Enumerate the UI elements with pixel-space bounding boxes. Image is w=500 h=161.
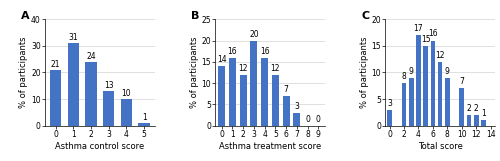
Text: 12: 12 [436, 51, 445, 60]
Text: 3: 3 [294, 102, 300, 111]
Bar [282, 96, 290, 126]
Text: 16: 16 [428, 29, 438, 38]
Bar [250, 41, 258, 126]
Text: 9: 9 [445, 67, 450, 76]
Text: 2: 2 [474, 104, 478, 113]
Bar [466, 115, 471, 126]
Bar [409, 78, 414, 126]
Text: 12: 12 [238, 64, 248, 73]
Bar [416, 35, 421, 126]
Text: 20: 20 [249, 30, 258, 39]
Y-axis label: % of participants: % of participants [190, 37, 198, 108]
Bar [474, 115, 478, 126]
Bar [294, 113, 300, 126]
Bar [424, 46, 428, 126]
Bar [460, 88, 464, 126]
Text: 12: 12 [270, 64, 280, 73]
Text: 7: 7 [284, 85, 288, 94]
Bar [138, 123, 150, 126]
Text: 16: 16 [260, 47, 270, 56]
Text: 9: 9 [409, 67, 414, 76]
Y-axis label: % of participants: % of participants [20, 37, 28, 108]
Text: 24: 24 [86, 52, 96, 61]
X-axis label: Total score: Total score [418, 142, 463, 151]
Bar [240, 75, 246, 126]
Bar [438, 62, 442, 126]
X-axis label: Asthma control score: Asthma control score [56, 142, 144, 151]
Text: C: C [361, 11, 369, 21]
Text: 17: 17 [414, 24, 424, 33]
Bar [229, 58, 236, 126]
Text: 8: 8 [402, 72, 406, 81]
Bar [103, 91, 115, 126]
Bar [387, 110, 392, 126]
Text: 16: 16 [228, 47, 237, 56]
Bar [272, 75, 279, 126]
Bar [261, 58, 268, 126]
Y-axis label: % of participants: % of participants [360, 37, 368, 108]
Text: 2: 2 [466, 104, 471, 113]
Text: 7: 7 [460, 77, 464, 86]
Bar [120, 99, 132, 126]
Bar [50, 70, 62, 126]
Text: 0: 0 [316, 115, 321, 124]
Text: 14: 14 [217, 55, 226, 64]
Bar [402, 83, 406, 126]
Text: 21: 21 [51, 60, 60, 69]
Bar [481, 120, 486, 126]
Bar [86, 62, 97, 126]
X-axis label: Asthma treatment score: Asthma treatment score [219, 142, 321, 151]
Text: 10: 10 [122, 89, 131, 98]
Text: 15: 15 [421, 35, 430, 44]
Text: A: A [21, 11, 29, 21]
Bar [218, 66, 225, 126]
Text: 1: 1 [142, 113, 146, 122]
Text: 31: 31 [68, 33, 78, 42]
Text: B: B [191, 11, 200, 21]
Text: 0: 0 [305, 115, 310, 124]
Bar [445, 78, 450, 126]
Bar [68, 43, 79, 126]
Text: 13: 13 [104, 81, 114, 90]
Text: 3: 3 [387, 99, 392, 108]
Text: 1: 1 [481, 109, 486, 118]
Bar [430, 41, 435, 126]
